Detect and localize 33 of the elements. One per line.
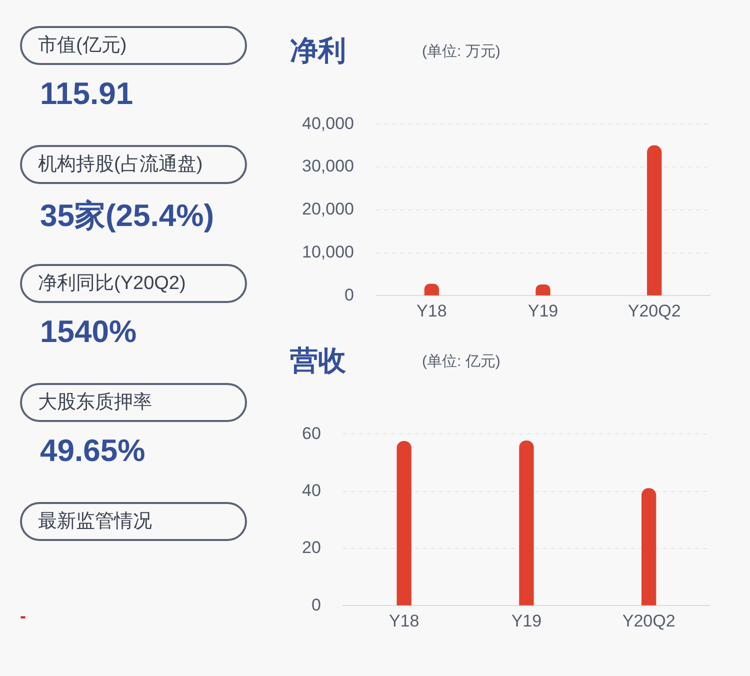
y-tick-label: 0 — [311, 595, 321, 614]
text: 1540% — [40, 314, 137, 350]
chart-title: 净利 — [290, 34, 346, 68]
text: 最新监管情况 — [20, 502, 247, 541]
text: 115.91 — [40, 76, 134, 112]
bar — [396, 441, 412, 606]
chart-subtitle: (单位: 亿元) — [422, 352, 500, 371]
y-tick-label: 20,000 — [302, 200, 354, 219]
y-tick-label: 0 — [344, 285, 354, 304]
text: 机构持股(占流通盘) — [20, 145, 247, 184]
text: 35家(25.4%) — [40, 197, 214, 235]
x-tick-label: Y18 — [416, 301, 447, 320]
y-tick-label: 10,000 — [302, 242, 354, 262]
y-tick-label: 40 — [302, 481, 321, 500]
bar — [519, 440, 534, 606]
text: 净利同比(Y20Q2) — [20, 264, 247, 303]
y-tick-label: 20 — [302, 538, 321, 558]
x-tick-label: Y20Q2 — [622, 611, 676, 630]
chart-subtitle: (单位: 万元) — [422, 42, 500, 61]
text: - — [20, 606, 26, 627]
chart-title: 营收 — [290, 344, 346, 378]
bar — [647, 145, 662, 296]
bar — [641, 488, 656, 606]
text: 市值(亿元) — [20, 26, 247, 65]
x-tick-label: Y18 — [388, 611, 420, 630]
text: 大股东质押率 — [20, 383, 247, 422]
x-tick-label: Y19 — [528, 301, 558, 320]
y-tick-label: 40,000 — [302, 114, 354, 133]
x-tick-label: Y19 — [511, 611, 542, 630]
x-tick-label: Y20Q2 — [628, 301, 681, 320]
y-tick-label: 30,000 — [302, 156, 354, 176]
text: 49.65% — [40, 433, 146, 469]
y-tick-label: 60 — [302, 424, 321, 443]
